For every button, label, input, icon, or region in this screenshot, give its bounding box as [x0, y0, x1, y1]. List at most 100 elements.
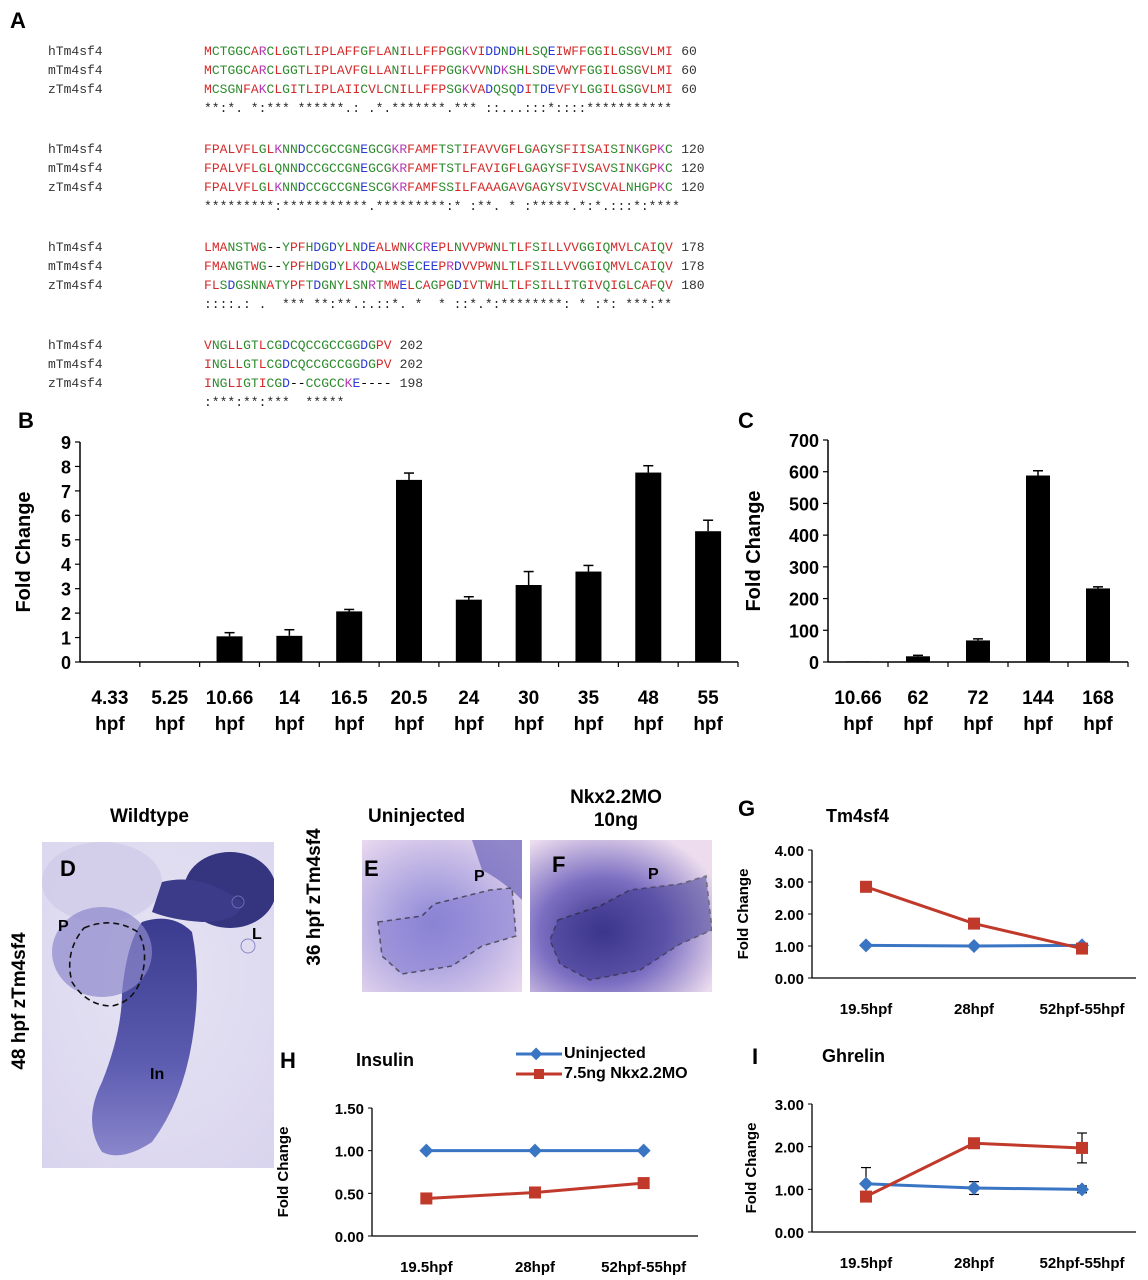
micrograph-f-title: Nkx2.2MO 10ng	[556, 786, 676, 832]
x-tick-label: 72	[967, 688, 988, 709]
y-axis-label: Fold Change	[735, 869, 752, 960]
x-tick-label: 20.5	[391, 688, 428, 709]
data-point	[637, 1177, 650, 1190]
x-tick-unit: hpf	[275, 714, 305, 735]
legend-swatch-uninjected	[516, 1047, 562, 1061]
x-tick-unit: hpf	[1083, 714, 1113, 735]
alignment-row-sequence: FPALVFLGLQNNDCCGCCGNEGCGKRFAMFTSTLFAVIGF…	[204, 161, 673, 176]
x-tick-unit: hpf	[334, 714, 364, 735]
x-tick-unit: hpf	[963, 714, 993, 735]
alignment-row-name: mTm4sf4	[48, 259, 103, 274]
y-axis-label: Fold Change	[275, 1127, 292, 1218]
alignment-row-sequence: FPALVFLGLKNNDCCGCCGNEGCGKRFAMFTSTIFAVVGF…	[204, 142, 673, 157]
alignment-row-name: hTm4sf4	[48, 44, 103, 59]
alignment-row-name: zTm4sf4	[48, 82, 103, 97]
data-point	[860, 1190, 872, 1203]
x-tick-label: 30	[518, 688, 539, 709]
panel-letter-g: G	[738, 796, 756, 821]
x-tick-unit: hpf	[215, 714, 245, 735]
alignment-row-name: zTm4sf4	[48, 180, 103, 195]
x-tick-label: 4.33	[91, 688, 128, 709]
bar	[846, 661, 870, 662]
x-tick-unit: hpf	[633, 714, 663, 735]
x-tick-label: 168	[1082, 688, 1114, 709]
y-axis-label: Fold Change	[13, 491, 35, 612]
alignment-consensus: ::::.: . *** **:**.:.::*. * * ::*.*:****…	[204, 297, 673, 312]
bar	[156, 661, 183, 663]
alignment-row-sequence: MCSGNFAKCLGITLIPLAIICVLCNILLFFPSGKVADQSQ…	[204, 82, 673, 97]
alignment-row-sequence: INGLLGTLCGDCQCCGCCGGDGPV	[204, 357, 392, 372]
bar	[695, 531, 722, 662]
bar	[575, 571, 602, 662]
panel-letter-d: D	[60, 856, 76, 881]
bar	[216, 636, 243, 662]
data-point	[860, 880, 872, 893]
micrograph-d-side-label: 48 hpf zTm4sf4	[9, 932, 30, 1070]
alignment-row-end-position: 202	[399, 357, 424, 372]
y-tick-label: 300	[789, 558, 819, 578]
alignment-row-end-position: 60	[681, 63, 697, 78]
y-tick-label: 6	[61, 506, 71, 526]
alignment-row-name: hTm4sf4	[48, 338, 103, 353]
alignment-row-sequence: LMANSTWG--YPFHDGDYLNDEALWNKCREPLNVVPWNLT…	[204, 240, 673, 255]
x-tick-label: 48	[638, 688, 659, 709]
y-tick-label: 600	[789, 463, 819, 483]
x-tick-label: 52hpf-55hpf	[1039, 1001, 1125, 1018]
bar	[1086, 588, 1110, 662]
x-tick-unit: hpf	[574, 714, 604, 735]
data-point	[1076, 942, 1088, 955]
y-tick-label: 1.00	[775, 1182, 804, 1199]
micrograph-e-uninjected	[362, 840, 522, 992]
panel-letter-c: C	[738, 408, 754, 433]
x-tick-label: 16.5	[331, 688, 368, 709]
chart-i-ghrelin: Ghrelin 0.00 1.00 2.00 3.00 19.5hpf 28hpf 52hpf…	[743, 1046, 1136, 1272]
alignment-row-sequence: INGLIGTICGD--CCGCCKE----	[204, 376, 392, 391]
alignment-row-sequence: FMANGTWG--YPFHDGDYLKDQALWSECEEPRDVVPWNLT…	[204, 259, 673, 274]
y-tick-label: 2.00	[775, 907, 804, 924]
y-tick-label: 9	[61, 433, 71, 453]
data-point	[967, 1181, 981, 1196]
alignment-row-sequence: VNGLLGTLCGDCQCCGCCGGDGPV	[204, 338, 392, 353]
x-tick-label: 55	[698, 688, 720, 709]
x-tick-label: 28hpf	[515, 1259, 556, 1276]
x-tick-label: 5.25	[151, 688, 188, 709]
alignment-row-end-position: 60	[681, 82, 697, 97]
label-d-liver: L	[252, 926, 262, 943]
data-point	[636, 1143, 651, 1158]
y-axis-label: Fold Change	[743, 490, 765, 611]
data-point	[859, 1176, 873, 1191]
x-tick-label: 24	[458, 688, 480, 709]
x-tick-unit: hpf	[155, 714, 185, 735]
chart-h-insulin: Insulin 0.00 0.50 1.00 1.50 19.5hpf 28hpf 52hpf…	[275, 1050, 698, 1276]
alignment-row-sequence: FPALVFLGLKNNDCCGCCGNESCGKRFAMFSSILFAAAGA…	[204, 180, 673, 195]
x-tick-label: 52hpf-55hpf	[1039, 1255, 1125, 1272]
alignment-row-end-position: 178	[681, 240, 705, 255]
alignment-row-sequence: FLSDGSNNATYPFTDGNYLSNRTMWELCAGPGDIVTWHLT…	[204, 278, 673, 293]
alignment-consensus: :***:**:*** *****	[204, 395, 345, 410]
label-f-pancreas: P	[648, 866, 659, 883]
x-tick-label: 10.66	[206, 688, 254, 709]
micrograph-d-title: Wildtype	[110, 806, 189, 827]
micrograph-f-nkx22mo	[530, 840, 712, 992]
label-d-pancreas: P	[58, 918, 69, 935]
data-point	[420, 1192, 433, 1205]
legend: Uninjected 7.5ng Nkx2.2MO	[516, 1044, 688, 1084]
panel-letter-a: A	[10, 8, 26, 33]
y-tick-label: 3.00	[775, 875, 804, 892]
bar	[336, 611, 363, 662]
y-tick-label: 4	[61, 555, 71, 575]
alignment-row-end-position: 120	[681, 142, 705, 157]
bar	[906, 656, 930, 662]
alignment-row-name: zTm4sf4	[48, 278, 103, 293]
y-tick-label: 0.50	[335, 1186, 364, 1203]
y-tick-label: 400	[789, 526, 819, 546]
x-tick-unit: hpf	[394, 714, 424, 735]
x-tick-label: 19.5hpf	[400, 1259, 454, 1276]
x-tick-label: 19.5hpf	[840, 1255, 894, 1272]
bar	[966, 640, 990, 662]
y-tick-label: 0	[809, 653, 819, 673]
data-point	[968, 1137, 980, 1150]
x-tick-label: 10.66	[834, 688, 882, 709]
data-point	[529, 1186, 541, 1199]
y-axis-label: Fold Change	[743, 1123, 760, 1214]
